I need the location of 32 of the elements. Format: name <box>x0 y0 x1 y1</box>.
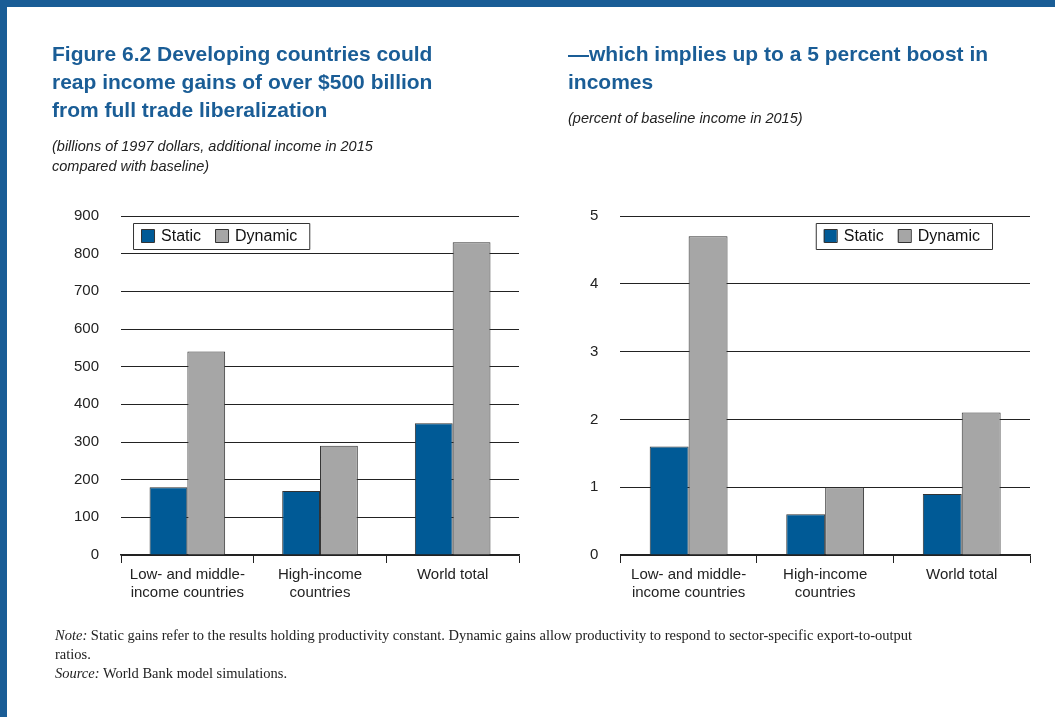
y-tick-label: 5 <box>590 206 599 224</box>
y-tick-label: 2 <box>590 409 599 427</box>
y-tick-label: 0 <box>90 545 100 563</box>
x-tick-label: Low- and middle-income countries <box>631 565 747 601</box>
y-tick-label: 600 <box>74 319 100 337</box>
chart-title: —which implies up to a 5 percent boost in incomes <box>568 41 990 95</box>
source-note: Source: World Bank model simulations. <box>55 665 288 681</box>
chart-subtitle: (billions of 1997 dollars, additional income in 2015 compared with baseline) <box>52 137 374 176</box>
legend-label: Dynamic <box>917 227 980 245</box>
x-tick-label: World total <box>416 565 489 583</box>
x-tick-label: World total <box>926 565 998 583</box>
x-tick-label: Low- and middle-income countries <box>129 565 245 601</box>
text: Note: Static gains refer to the results holding productivity constant. Dynamic gains allow productivity to respond to sector-specific export-to-output ratios. <box>55 627 913 662</box>
y-tick-label: 1 <box>590 477 599 495</box>
y-tick-label: 700 <box>74 281 100 299</box>
y-tick-label: 800 <box>74 243 100 261</box>
legend-label: Static <box>161 227 202 245</box>
x-tick-label: High-income countries <box>277 565 363 601</box>
y-tick-label: 300 <box>74 432 100 450</box>
y-tick-label: 400 <box>74 394 100 412</box>
chart-subtitle: (percent of baseline income in 2015) <box>568 109 804 128</box>
y-tick-label: 200 <box>74 469 100 487</box>
y-tick-label: 3 <box>590 341 599 359</box>
legend-label: Static <box>843 227 884 245</box>
y-tick-label: 100 <box>74 507 100 525</box>
y-tick-label: 0 <box>590 545 599 563</box>
y-tick-label: 900 <box>74 206 100 224</box>
x-tick-label: High-income countries <box>783 565 868 601</box>
chart-title: Figure 6.2 Developing countries could reap income gains of over $500 billion from full trade liberalization <box>52 41 434 123</box>
y-tick-label: 500 <box>74 356 100 374</box>
legend-label: Dynamic <box>235 227 298 245</box>
y-tick-label: 4 <box>590 273 599 291</box>
